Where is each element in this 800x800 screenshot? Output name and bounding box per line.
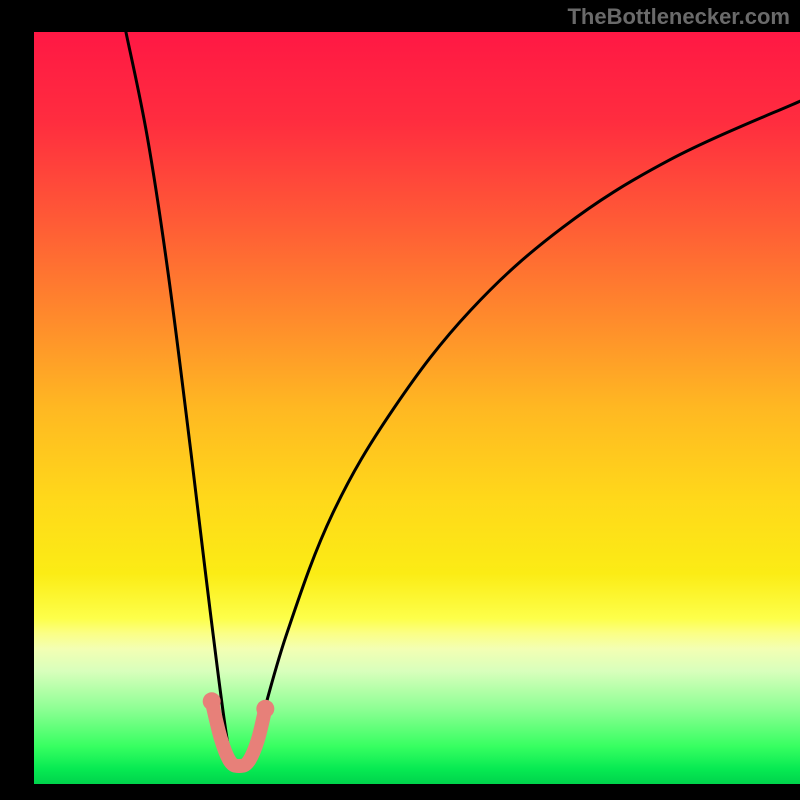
watermark-text: TheBottlenecker.com xyxy=(567,4,790,30)
valley-chart xyxy=(0,0,800,800)
valley-highlight-endpoint xyxy=(256,700,274,718)
chart-container: TheBottlenecker.com xyxy=(0,0,800,800)
valley-highlight-endpoint xyxy=(203,692,221,710)
